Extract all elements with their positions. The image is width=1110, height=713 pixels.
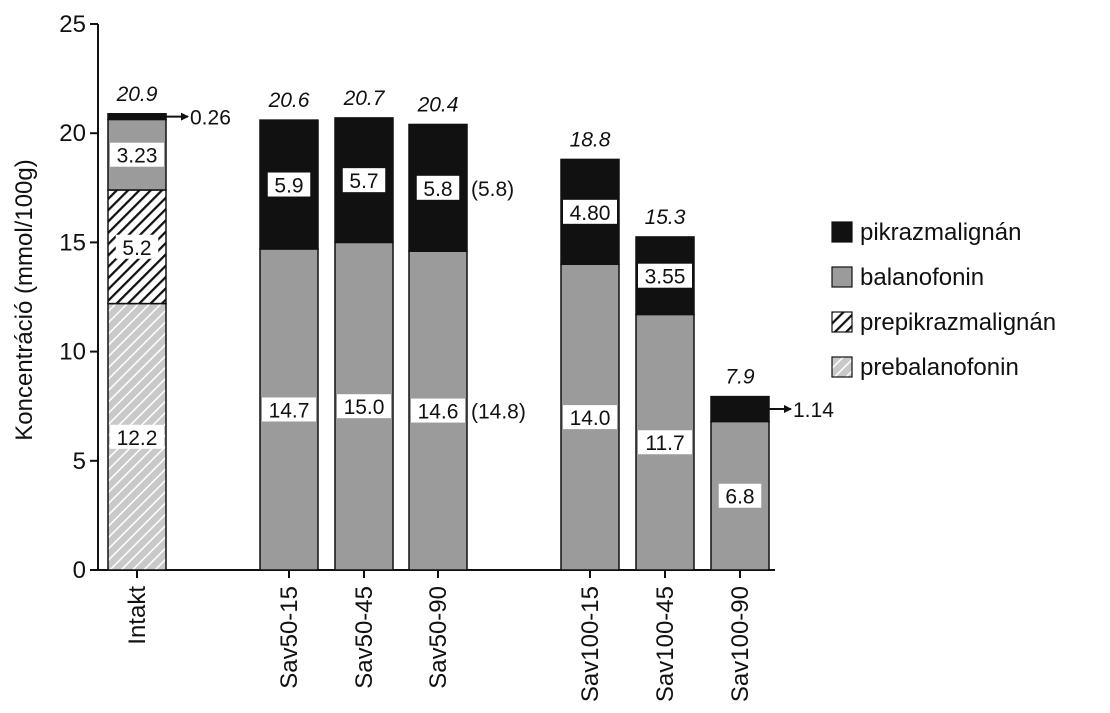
legend: pikrazmalignán balanofonin prepikrazmalign…	[831, 219, 1056, 381]
legend-label-balanofonin: balanofonin	[860, 264, 984, 291]
x-tick-label-sav100-45: Sav100-45	[652, 586, 679, 702]
y-tick-label: 5	[73, 448, 86, 475]
data-label-bg	[110, 424, 164, 449]
x-tick-label-sav100-90: Sav100-90	[727, 586, 754, 702]
y-axis-label: Koncentráció (mmol/100g)	[11, 159, 38, 440]
data-label: 3.55	[645, 266, 686, 289]
data-label-bg	[411, 398, 465, 423]
data-label: 14.6	[418, 401, 459, 424]
legend-label-prepikrazmalignán: prepikrazmalignán	[860, 309, 1056, 336]
data-label-bg	[563, 199, 617, 224]
data-label: 4.80	[570, 202, 611, 225]
legend-swatch-pikrazmalignán	[831, 221, 853, 243]
data-labels: 12.2 5.2 3.23 20.9 14.7 5.9 20.6 15.0 5.7 20.7 14.…	[110, 83, 834, 509]
y-tick-label: 15	[59, 229, 86, 256]
legend-label-pikrazmalignán: pikrazmalignán	[860, 219, 1021, 246]
data-label: 5.7	[349, 170, 378, 193]
data-label-bg	[638, 263, 692, 288]
total-label: 7.9	[725, 366, 755, 389]
y-tick-label: 0	[73, 557, 86, 584]
total-label: 18.8	[570, 128, 611, 151]
total-label: 20.7	[343, 87, 386, 110]
data-label-bg	[563, 405, 617, 430]
total-label: 20.4	[417, 93, 459, 116]
data-label-bg	[262, 397, 316, 422]
x-tick-label-sav100-15: Sav100-15	[577, 586, 604, 702]
data-label: 5.9	[274, 175, 303, 198]
data-label-bg	[267, 172, 311, 197]
annotation-label: 1.14	[793, 399, 834, 422]
data-label-bg	[638, 430, 692, 455]
x-tick-label-sav50-15: Sav50-15	[276, 586, 303, 689]
annotation-label: (5.8)	[471, 178, 514, 201]
axes: 0 5 10 15 20 25 Intakt Sav50-15 Sav50-45 Sav50-90…	[59, 11, 775, 702]
data-label-bg	[718, 483, 762, 508]
data-label-bg	[110, 142, 164, 167]
total-label: 20.9	[116, 83, 158, 106]
y-tick-label: 20	[59, 120, 86, 147]
x-tick-label-sav50-45: Sav50-45	[351, 586, 378, 689]
annotation-label: 0.26	[190, 107, 231, 130]
data-label: 12.2	[117, 427, 158, 450]
data-label: 6.8	[725, 486, 754, 509]
annotation-label: (14.8)	[471, 401, 526, 424]
y-tick-label: 25	[59, 11, 86, 38]
bar-segment-pikrazmalignán	[107, 113, 167, 121]
data-label: 14.7	[269, 399, 310, 422]
legend-swatch-balanofonin	[831, 266, 853, 288]
data-label-bg	[416, 175, 460, 200]
data-label: 3.23	[117, 145, 158, 168]
data-label-bg	[337, 394, 391, 419]
legend-swatch-prepikrazmalignán	[831, 311, 853, 333]
bar-segment-pikrazmalignán	[710, 395, 770, 423]
data-label: 14.0	[570, 407, 611, 430]
data-label: 5.8	[423, 178, 452, 201]
total-label: 15.3	[645, 206, 686, 229]
legend-swatch-prebalanofonin	[831, 356, 853, 378]
data-label: 5.2	[122, 237, 151, 260]
x-tick-label-intakt: Intakt	[124, 586, 151, 645]
total-label: 20.6	[268, 89, 310, 112]
legend-label-prebalanofonin: prebalanofonin	[860, 354, 1019, 381]
y-tick-label: 10	[59, 339, 86, 366]
data-label-bg	[115, 234, 159, 259]
x-tick-label-sav50-90: Sav50-90	[425, 586, 452, 689]
data-label: 15.0	[344, 396, 385, 419]
data-label: 11.7	[645, 432, 684, 455]
data-label-bg	[342, 168, 386, 193]
